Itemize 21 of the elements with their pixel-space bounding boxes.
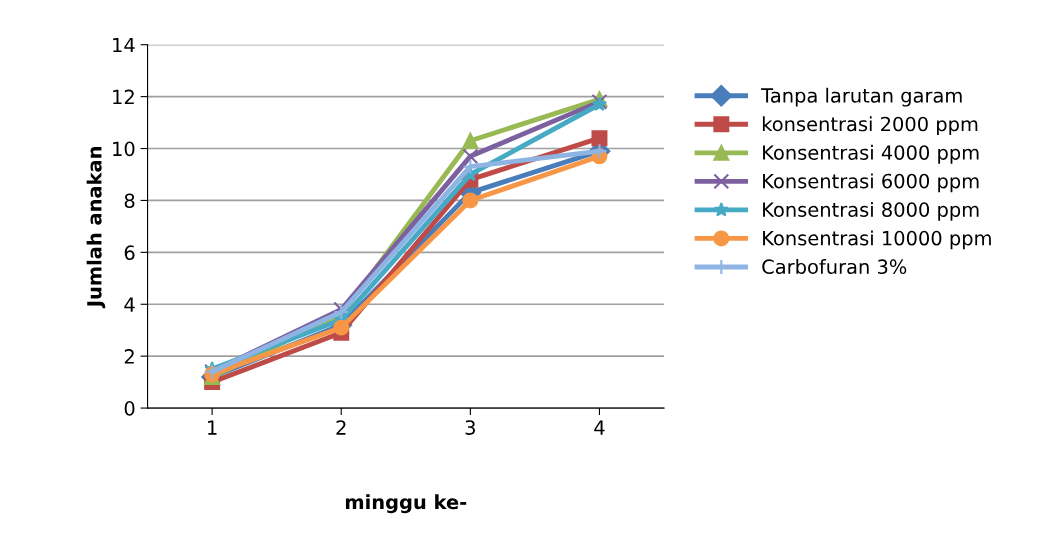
legend-label: Konsentrasi 4000 ppm bbox=[763, 144, 979, 164]
legend-label: Carbofuran 3% bbox=[762, 259, 907, 275]
x-tick-label: 3 bbox=[465, 420, 475, 435]
legend-label: konsentrasi 2000 ppm bbox=[762, 116, 978, 136]
y-tick-label: 6 bbox=[124, 245, 135, 261]
legend-label: Konsentrasi 10000 ppm bbox=[763, 230, 991, 250]
x-axis-title: minggu ke- bbox=[345, 494, 467, 514]
y-tick-label: 0 bbox=[124, 401, 135, 416]
y-tick-label: 10 bbox=[113, 141, 135, 157]
y-tick-label: 14 bbox=[113, 37, 135, 53]
y-tick-label: 2 bbox=[124, 349, 134, 364]
x-tick-label: 4 bbox=[594, 420, 605, 435]
legend-label: Konsentrasi 8000 ppm bbox=[763, 201, 979, 221]
y-tick-label: 8 bbox=[124, 193, 135, 209]
x-tick-label: 2 bbox=[336, 420, 346, 435]
x-tick-label: 1 bbox=[208, 420, 217, 435]
legend-label: Tanpa larutan garam bbox=[761, 87, 962, 107]
y-tick-label: 12 bbox=[113, 89, 134, 105]
legend-label: Konsentrasi 6000 ppm bbox=[763, 173, 979, 193]
y-axis-title: Jumlah anakan bbox=[86, 147, 106, 309]
y-tick-label: 4 bbox=[124, 297, 135, 312]
